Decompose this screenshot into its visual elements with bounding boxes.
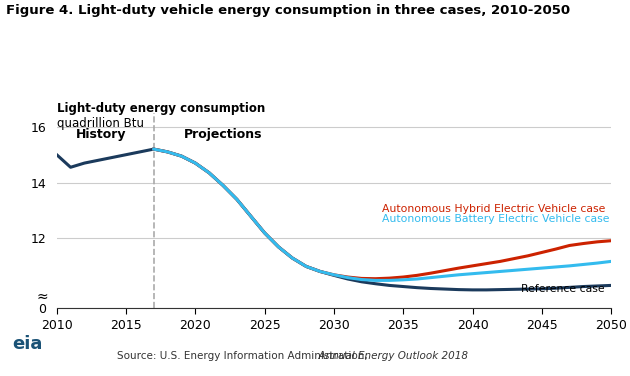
Text: Source: U.S. Energy Information Administration,: Source: U.S. Energy Information Administ…: [117, 351, 370, 361]
Text: History: History: [76, 128, 126, 141]
Text: ≈: ≈: [37, 290, 49, 304]
Text: Projections: Projections: [184, 128, 262, 141]
Text: Autonomous Hybrid Electric Vehicle case: Autonomous Hybrid Electric Vehicle case: [382, 204, 606, 214]
Text: Light-duty energy consumption: Light-duty energy consumption: [57, 102, 265, 115]
Text: Annual Energy Outlook 2018: Annual Energy Outlook 2018: [117, 351, 467, 361]
Text: Reference case: Reference case: [521, 284, 605, 294]
Text: Autonomous Battery Electric Vehicle case: Autonomous Battery Electric Vehicle case: [382, 214, 610, 224]
Text: quadrillion Btu: quadrillion Btu: [57, 117, 144, 130]
Text: eia: eia: [13, 335, 43, 353]
Text: Figure 4. Light-duty vehicle energy consumption in three cases, 2010-2050: Figure 4. Light-duty vehicle energy cons…: [6, 4, 570, 17]
